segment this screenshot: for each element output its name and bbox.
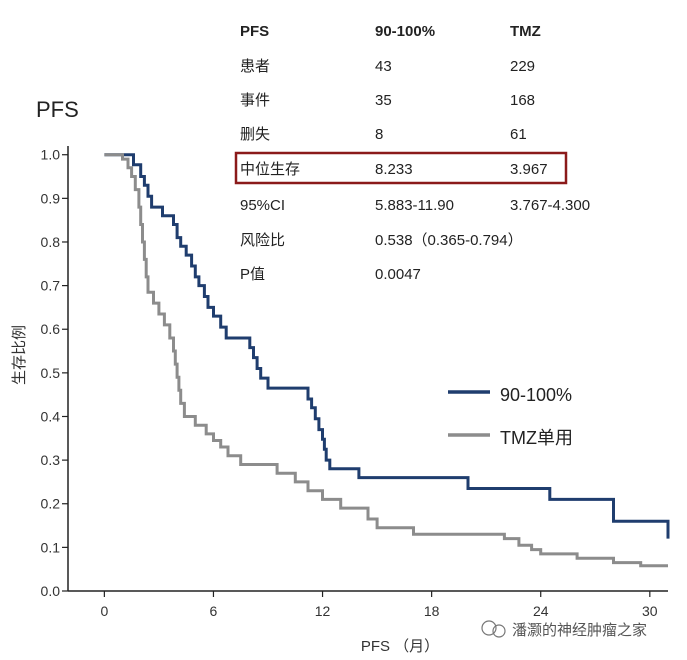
y-tick-label: 0.8 xyxy=(41,234,61,250)
table-row-label: 删失 xyxy=(240,126,270,143)
table-cell: 35 xyxy=(375,92,392,109)
y-tick-label: 0.6 xyxy=(41,321,61,337)
legend-label-90-100: 90-100% xyxy=(500,385,572,405)
y-tick-label: 0.2 xyxy=(41,496,61,512)
y-tick-label: 1.0 xyxy=(41,147,61,163)
series-group xyxy=(104,153,670,568)
y-tick-label: 0.1 xyxy=(41,539,61,555)
y-tick-label: 0.7 xyxy=(41,278,61,294)
x-axis-label: PFS （月） xyxy=(361,638,439,655)
table-row-label: 95%CI xyxy=(240,197,285,214)
series-line-1 xyxy=(104,153,668,568)
x-ticks: 0 6 12 18 24 30 xyxy=(100,591,658,619)
table-cell: 8 xyxy=(375,126,383,143)
legend-label-tmz: TMZ单用 xyxy=(500,428,573,448)
y-axis-label: 生存比例 xyxy=(11,325,28,385)
table-row-label: 中位生存 xyxy=(240,161,300,178)
watermark: 潘灏的神经肿瘤之家 xyxy=(481,620,647,639)
table-row-label: 风险比 xyxy=(240,232,285,249)
x-tick-label: 12 xyxy=(315,603,331,619)
x-tick-label: 0 xyxy=(100,603,108,619)
summary-table: PFS 90-100% TMZ 患者 43 229 事件 35 168 删失 8… xyxy=(234,23,590,283)
y-tick-label: 0.4 xyxy=(41,408,61,424)
table-header-col3: TMZ xyxy=(510,23,541,40)
table-cell: 168 xyxy=(510,92,535,109)
table-cell: 0.538（0.365-0.794） xyxy=(375,232,523,249)
wechat-icon xyxy=(481,620,497,636)
table-cell: 3.767-4.300 xyxy=(510,197,590,214)
legend: 90-100% TMZ单用 xyxy=(448,385,573,448)
series-line-0 xyxy=(104,153,670,539)
table-cell: 0.0047 xyxy=(375,266,421,283)
x-tick-label: 24 xyxy=(533,603,549,619)
table-row-label: P值 xyxy=(240,266,265,283)
table-cell: 61 xyxy=(510,126,527,143)
wechat-icon-bubble xyxy=(492,624,506,638)
y-tick-label: 0.5 xyxy=(41,365,61,381)
table-header-col2: 90-100% xyxy=(375,23,435,40)
table-cell: 5.883-11.90 xyxy=(375,197,454,214)
table-cell: 3.967 xyxy=(510,161,548,178)
table-header-col1: PFS xyxy=(240,23,269,40)
table-cell: 8.233 xyxy=(375,161,413,178)
y-tick-label: 0.0 xyxy=(41,583,61,599)
table-row-label: 患者 xyxy=(240,58,270,75)
x-tick-label: 30 xyxy=(642,603,658,619)
x-tick-label: 18 xyxy=(424,603,440,619)
median-highlight-box xyxy=(234,151,568,185)
chart-title: PFS xyxy=(36,97,79,122)
x-tick-label: 6 xyxy=(210,603,218,619)
y-tick-label: 0.3 xyxy=(41,452,61,468)
y-tick-label: 0.9 xyxy=(41,190,61,206)
watermark-text: 潘灏的神经肿瘤之家 xyxy=(512,621,647,639)
y-ticks: 0.0 0.1 0.2 0.3 0.4 0.5 0.6 0.7 0.8 0.9 1.0 xyxy=(41,147,68,599)
table-cell: 43 xyxy=(375,58,392,75)
table-cell: 229 xyxy=(510,58,535,75)
table-row-label: 事件 xyxy=(240,92,270,109)
